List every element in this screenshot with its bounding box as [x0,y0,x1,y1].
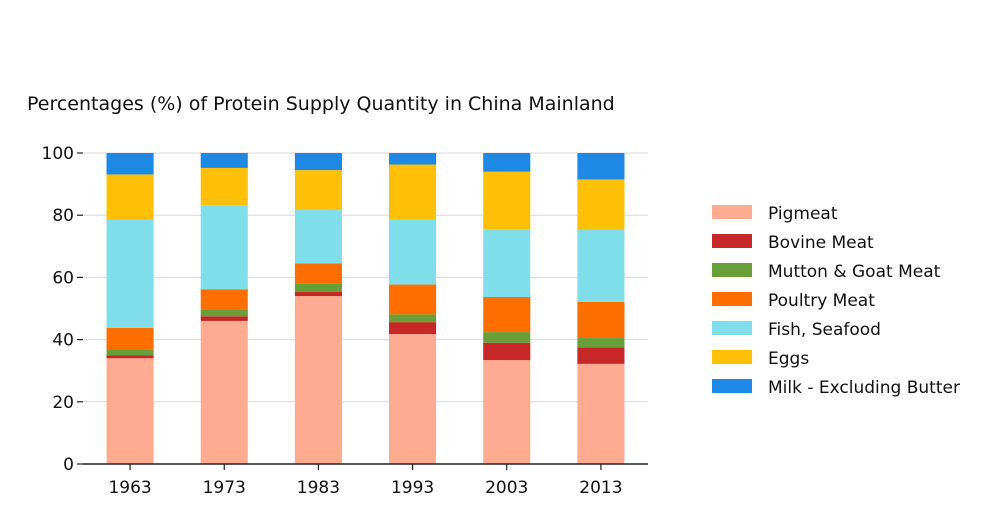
bar-segment [577,347,625,364]
x-tick-label: 2013 [579,478,622,498]
bar-segment [106,174,154,220]
grid-lines [83,152,648,465]
bar-segment [200,289,248,310]
bar-segment [389,219,437,285]
legend-label: Fish, Seafood [768,320,881,340]
bar-segment [294,170,342,209]
bar-segment [389,314,437,323]
y-tick-label: 80 [52,206,74,226]
y-tick-label: 100 [42,144,74,164]
bar-segment [577,338,625,348]
legend-swatch [712,234,752,248]
bar-segment [200,205,248,290]
legend-label: Milk - Excluding Butter [768,378,960,398]
y-tick-label: 0 [63,455,74,475]
bar-segment [200,316,248,321]
bar-segment [200,320,248,464]
bars [106,153,625,464]
bar-segment [389,322,437,335]
bar-segment [200,153,248,168]
bar-segment [483,229,531,297]
bar-segment [294,208,342,264]
y-tick-label: 20 [52,393,74,413]
legend-swatch [712,379,752,393]
bar-segment [294,296,342,464]
legend-swatch [712,263,752,277]
y-tick-label: 60 [52,268,74,288]
bar-segment [106,327,154,350]
legend: Pigmeat Bovine Meat Mutton & Goat Meat Poul… [712,204,960,398]
axes: 0 20 40 60 80 100 1963 1973 1983 1993 2003 2013 [42,144,648,498]
bar-segment [577,301,625,339]
bar-segment [294,153,342,171]
bar-segment [106,153,154,175]
y-tick-label: 40 [52,331,74,351]
bar-segment [200,167,248,206]
bar-segment [577,229,625,302]
x-tick-label: 2003 [485,478,528,498]
bar-segment [200,309,248,317]
bar-segment [483,332,531,343]
bar-segment [577,363,625,464]
bar-segment [577,179,625,230]
legend-swatch [712,350,752,364]
bar-segment [389,153,437,165]
bar-segment [106,355,154,359]
legend-label: Pigmeat [768,204,838,224]
x-tick-label: 1983 [297,478,340,498]
legend-label: Poultry Meat [768,291,875,311]
bar-segment [483,360,531,464]
bar-segment [483,296,531,333]
bar-segment [106,349,154,356]
legend-swatch [712,205,752,219]
bar-segment [294,283,342,293]
bar-segment [294,263,342,284]
x-tick-label: 1993 [391,478,434,498]
bar-segment [483,171,531,230]
bar-segment [577,153,625,180]
bar-segment [106,219,154,328]
chart-title: Percentages (%) of Protein Supply Quanti… [27,93,615,115]
legend-swatch [712,292,752,306]
bar-segment [389,164,437,220]
legend-label: Bovine Meat [768,233,874,253]
legend-swatch [712,321,752,335]
legend-label: Mutton & Goat Meat [768,262,941,282]
x-tick-label: 1963 [108,478,151,498]
bar-segment [106,358,154,464]
bar-segment [294,292,342,297]
x-tick-label: 1973 [203,478,246,498]
bar-segment [389,334,437,464]
bar-segment [483,342,531,361]
legend-label: Eggs [768,349,809,369]
bar-segment [389,284,437,315]
bar-segment [483,153,531,172]
